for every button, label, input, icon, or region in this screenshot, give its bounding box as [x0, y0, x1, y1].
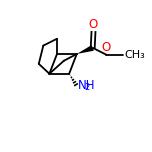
Polygon shape: [77, 45, 94, 54]
Text: O: O: [89, 18, 98, 31]
Text: CH₃: CH₃: [124, 50, 145, 60]
Text: O: O: [102, 41, 111, 54]
Text: NH: NH: [78, 79, 95, 92]
Text: 2: 2: [85, 83, 90, 92]
